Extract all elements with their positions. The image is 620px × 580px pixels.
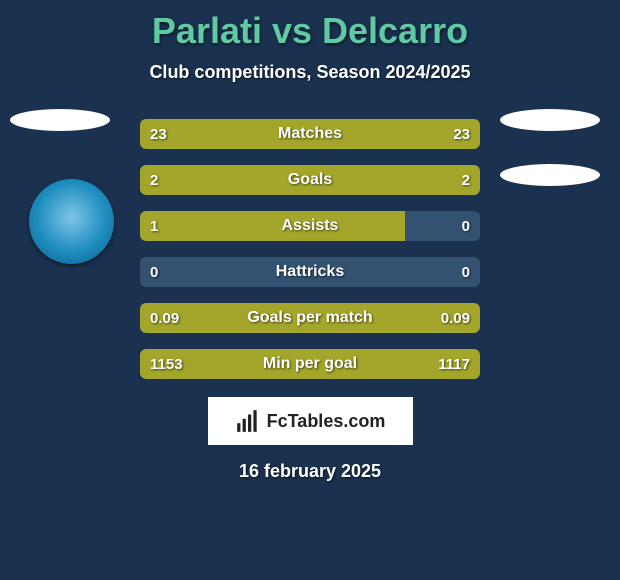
- brand-badge[interactable]: FcTables.com: [208, 397, 413, 445]
- stat-row: Goals22: [140, 165, 480, 195]
- stat-row: Matches2323: [140, 119, 480, 149]
- bar-right: [310, 303, 480, 333]
- stat-rows: Matches2323 Goals22 Assists10 Hattricks00 Go…: [140, 119, 480, 379]
- bar-left: [140, 165, 310, 195]
- bar-right: [313, 349, 480, 379]
- chart-area: Matches2323 Goals22 Assists10 Hattricks00 Go…: [0, 119, 620, 379]
- stat-row: Min per goal11531117: [140, 349, 480, 379]
- page-title: Parlati vs Delcarro: [0, 0, 620, 52]
- bar-right: [310, 119, 480, 149]
- subtitle: Club competitions, Season 2024/2025: [0, 62, 620, 83]
- date-text: 16 february 2025: [0, 461, 620, 482]
- stat-row: Goals per match0.090.09: [140, 303, 480, 333]
- bar-left: [140, 119, 310, 149]
- player2-placeholder-2: [500, 164, 600, 186]
- player1-club-badge: [29, 179, 114, 264]
- stat-row: Assists10: [140, 211, 480, 241]
- player1-placeholder-1: [10, 109, 110, 131]
- stat-row: Hattricks00: [140, 257, 480, 287]
- player2-placeholder-1: [500, 109, 600, 131]
- bar-left: [140, 303, 310, 333]
- bar-left: [140, 211, 405, 241]
- brand-text: FcTables.com: [267, 411, 386, 432]
- bar-left: [140, 349, 313, 379]
- brand-chart-icon: [235, 408, 261, 434]
- bar-right: [310, 165, 480, 195]
